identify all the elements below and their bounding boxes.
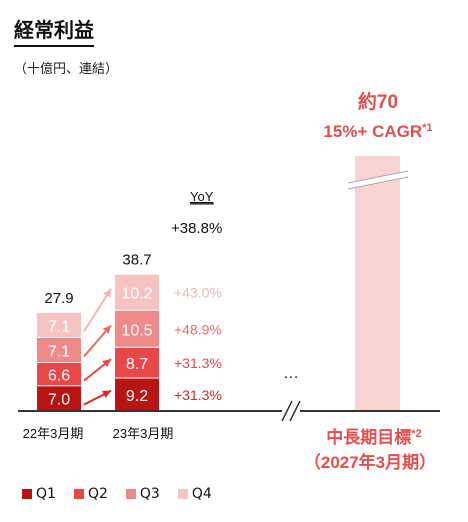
total-label: 38.7 <box>122 252 151 269</box>
bar-q3-1 <box>37 337 81 362</box>
yoy-arrow-head <box>102 359 111 368</box>
page-title: 経常利益 <box>14 18 94 47</box>
bar-value-label: 7.1 <box>48 318 70 335</box>
bar-value-label: 8.7 <box>126 356 148 373</box>
legend-label: Q3 <box>139 486 160 502</box>
target-break-line <box>347 170 409 184</box>
bar-q1-2 <box>115 378 159 410</box>
target-break-gap <box>347 171 409 189</box>
total-label: 27.9 <box>44 290 73 307</box>
legend-swatch <box>22 489 32 499</box>
target-break-line <box>347 176 409 190</box>
yoy-arrow-head <box>102 325 111 334</box>
legend-item-q4: Q4 <box>177 486 212 502</box>
legend-swatch <box>177 489 188 499</box>
unit-note: （十億円、連結） <box>14 62 119 77</box>
legend-label: Q2 <box>87 486 108 502</box>
bar-value-label: 10.5 <box>121 322 152 339</box>
bar-value-label: 9.2 <box>126 388 148 405</box>
category-label: 22年3月期 <box>23 426 84 441</box>
target-category-footnote: *2 <box>411 428 421 440</box>
legend-item-q3: Q3 <box>125 486 160 502</box>
bar-q3-2 <box>115 310 159 347</box>
bar-value-label: 7.0 <box>48 392 70 409</box>
yoy-label: +43.0% <box>174 285 222 301</box>
yoy-label: +48.9% <box>174 321 222 337</box>
target-period-label: （2027年3月期） <box>304 452 436 472</box>
legend-swatch <box>125 489 136 499</box>
legend-label: Q4 <box>191 486 212 502</box>
bar-q4-1 <box>37 312 81 337</box>
yoy-label: +31.3% <box>174 387 222 403</box>
cagr-footnote: *1 <box>422 122 432 134</box>
axis-break-mark <box>281 400 293 422</box>
yoy-arrow-head <box>102 390 111 398</box>
axis-break-mark <box>289 400 301 422</box>
bar-q1-1 <box>37 386 81 410</box>
bar-q2-2 <box>115 347 159 378</box>
yoy-total-label: +38.8% <box>171 220 222 237</box>
bar-value-label: 10.2 <box>121 286 152 303</box>
bar-q2-1 <box>37 362 81 386</box>
target-bar <box>355 156 400 411</box>
ellipsis: … <box>283 365 299 382</box>
bar-value-label: 6.6 <box>48 368 70 385</box>
chart-legend: Q1 Q2 Q3 Q4 <box>22 486 212 502</box>
yoy-arrow-line <box>83 288 112 332</box>
yoy-arrow-head <box>103 288 111 298</box>
profit-chart: 7.0 6.6 7.1 7.1 27.9 22年3月期 9.2 8.7 10.5 10.2 38.7… <box>18 90 440 472</box>
category-label: 23年3月期 <box>113 426 174 441</box>
bar-q4-2 <box>115 274 159 310</box>
legend-swatch <box>73 489 84 499</box>
bar-value-label: 7.1 <box>48 343 70 360</box>
legend-item-q2: Q2 <box>73 486 108 502</box>
target-category-text: 中長期目標 <box>326 427 411 447</box>
target-value-label: 約70 <box>358 90 398 113</box>
target-category-label: 中長期目標*2 <box>326 427 421 447</box>
cagr-text: 15%+ CAGR <box>323 122 422 141</box>
yoy-header: YoY <box>190 189 214 204</box>
yoy-label: +31.3% <box>174 355 222 371</box>
target-cagr-label: 15%+ CAGR*1 <box>323 122 432 141</box>
legend-item-q1: Q1 <box>22 486 56 502</box>
legend-label: Q1 <box>36 486 56 502</box>
